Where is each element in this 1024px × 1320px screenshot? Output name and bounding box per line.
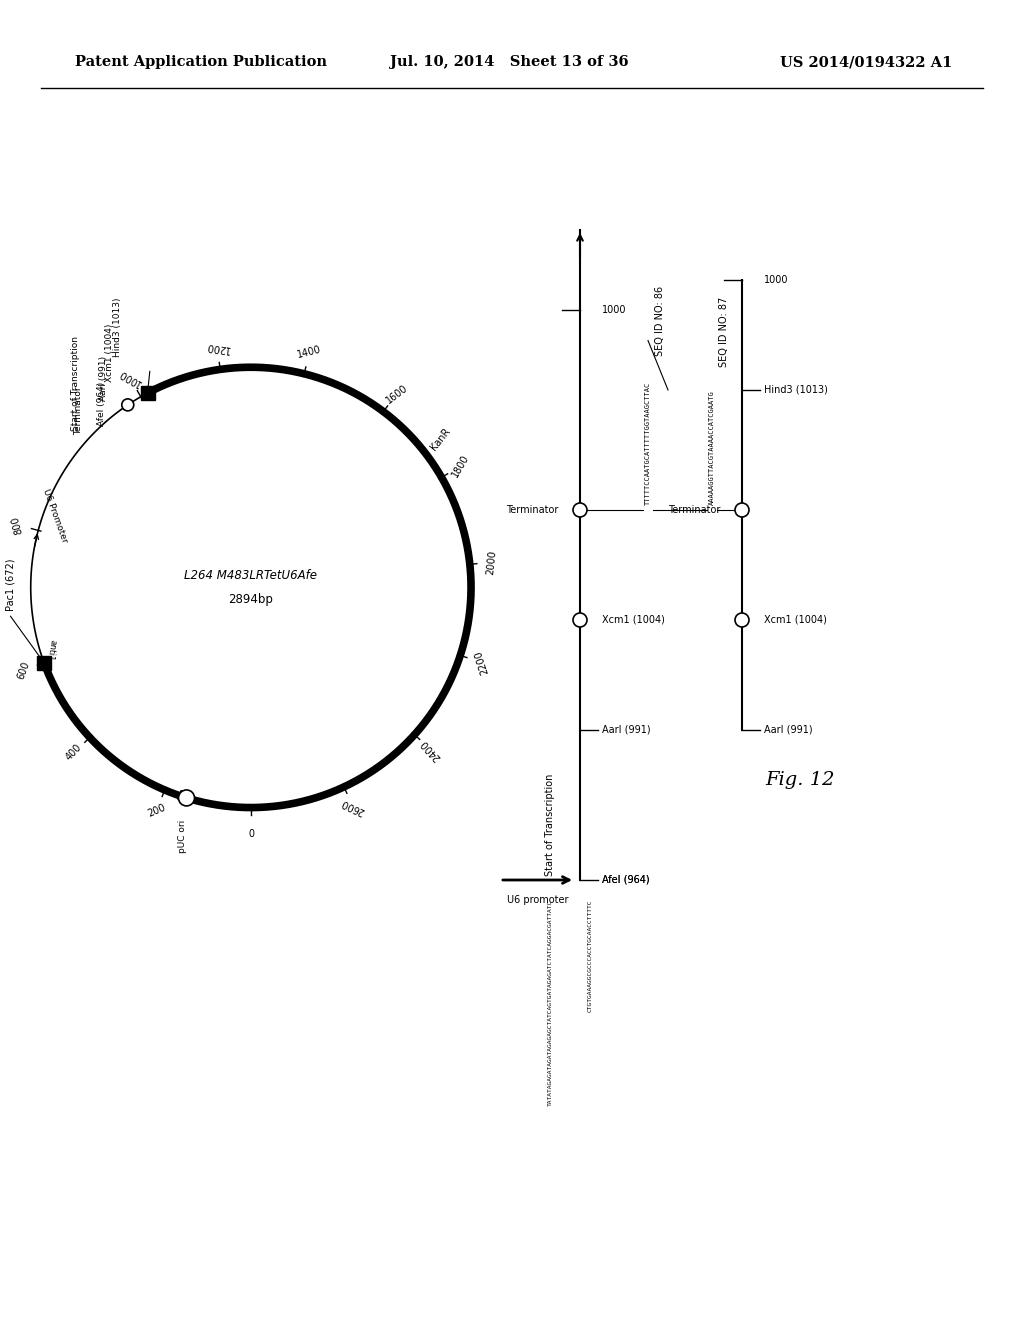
Text: Terminator: Terminator <box>75 387 84 434</box>
Text: 2000: 2000 <box>485 549 498 574</box>
Text: Hind3 (1013): Hind3 (1013) <box>764 385 827 395</box>
Text: 1800: 1800 <box>451 453 471 479</box>
Text: Xcm1 (1004): Xcm1 (1004) <box>764 615 826 624</box>
Text: Pac1 (672): Pac1 (672) <box>5 558 15 611</box>
Text: 200: 200 <box>145 803 167 818</box>
Text: 1000: 1000 <box>764 275 788 285</box>
Text: pUC ori: pUC ori <box>178 820 187 853</box>
Text: SEQ ID NO: 87: SEQ ID NO: 87 <box>719 297 729 367</box>
Text: Xcm1 (1004): Xcm1 (1004) <box>104 323 114 383</box>
Text: 1400: 1400 <box>296 345 323 360</box>
Text: 600: 600 <box>15 660 31 681</box>
Text: Start of Transcription: Start of Transcription <box>71 337 80 432</box>
Text: AAAAAGGTTACGTAAAACCATCGAATG: AAAAAGGTTACGTAAAACCATCGAATG <box>709 391 715 506</box>
Text: Terminator: Terminator <box>668 506 720 515</box>
Text: Patent Application Publication: Patent Application Publication <box>75 55 327 69</box>
Text: SEQ ID NO: 86: SEQ ID NO: 86 <box>655 285 665 355</box>
Text: 2400: 2400 <box>419 737 442 762</box>
Circle shape <box>735 612 749 627</box>
Text: U6 promoter: U6 promoter <box>507 895 568 906</box>
Text: AfeI (964): AfeI (964) <box>602 875 649 884</box>
Text: 800: 800 <box>10 515 25 535</box>
Text: 1600: 1600 <box>384 383 410 405</box>
Circle shape <box>122 399 134 411</box>
Bar <box>140 385 155 400</box>
Circle shape <box>573 612 587 627</box>
Text: AarI (991): AarI (991) <box>764 725 813 735</box>
Text: Fig. 12: Fig. 12 <box>765 771 835 789</box>
Text: 1000: 1000 <box>602 305 627 315</box>
Text: US 2014/0194322 A1: US 2014/0194322 A1 <box>780 55 952 69</box>
Text: anti1: anti1 <box>44 639 57 661</box>
Text: TATATAGAGATAGATAGAGAGCTATCAGTGATAGAGATCTATCAGGACGATTATC: TATATAGAGATAGATAGAGAGCTATCAGTGATAGAGATCT… <box>548 900 553 1106</box>
Text: AarI (991): AarI (991) <box>602 725 650 735</box>
Text: 2894bp: 2894bp <box>228 593 273 606</box>
Text: CTGTGAAAGGCGCCCACCTGCAACCTTTTC: CTGTGAAAGGCGCCCACCTGCAACCTTTTC <box>588 900 593 1012</box>
Circle shape <box>573 503 587 517</box>
Text: 2600: 2600 <box>340 797 367 817</box>
Text: Jul. 10, 2014   Sheet 13 of 36: Jul. 10, 2014 Sheet 13 of 36 <box>390 55 629 69</box>
Text: AfeI (964): AfeI (964) <box>96 381 105 425</box>
Text: U6 Promoter: U6 Promoter <box>41 488 70 544</box>
Text: KanR: KanR <box>428 426 452 453</box>
Text: L264 M483LRTetU6Afe: L264 M483LRTetU6Afe <box>184 569 317 582</box>
Text: Hind3 (1013): Hind3 (1013) <box>113 298 122 358</box>
Circle shape <box>735 503 749 517</box>
Circle shape <box>178 789 195 807</box>
Text: Terminator: Terminator <box>506 506 558 515</box>
Text: Xcm1 (1004): Xcm1 (1004) <box>602 615 665 624</box>
Text: 0: 0 <box>248 825 254 834</box>
Bar <box>37 656 51 669</box>
Text: TTTTTCCAATGCATTTTTGGTAAGCTTAC: TTTTTCCAATGCATTTTTGGTAAGCTTAC <box>645 381 651 506</box>
Text: AfeI (964): AfeI (964) <box>602 875 649 884</box>
Text: 400: 400 <box>63 742 84 763</box>
Text: 1000: 1000 <box>117 367 143 388</box>
Text: AarI (991): AarI (991) <box>99 356 109 401</box>
Text: 1200: 1200 <box>205 341 230 354</box>
Text: 2200: 2200 <box>473 649 489 676</box>
Text: Start of Transcription: Start of Transcription <box>545 774 555 876</box>
